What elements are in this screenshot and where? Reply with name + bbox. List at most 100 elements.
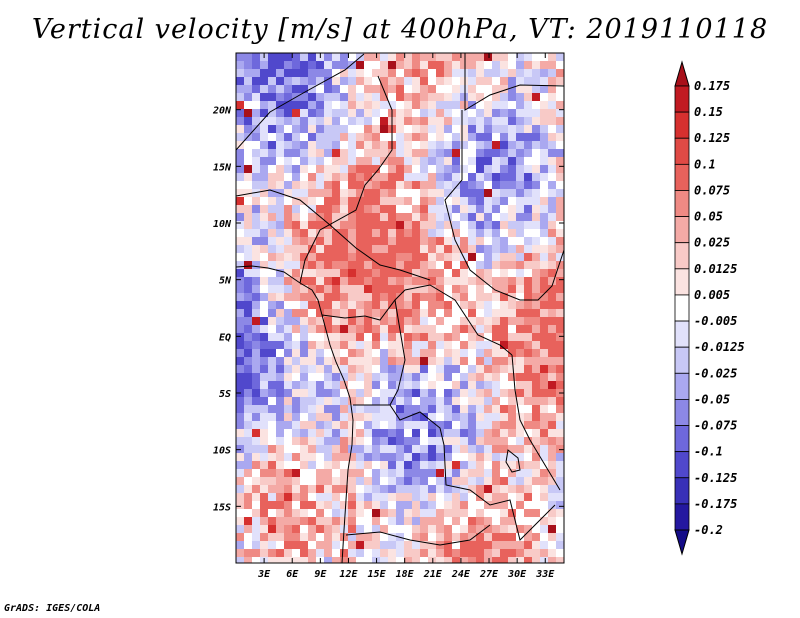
field-cell [244, 237, 253, 246]
field-cell [404, 205, 413, 214]
field-cell [244, 429, 253, 438]
field-cell [436, 373, 445, 382]
field-cell [364, 397, 373, 406]
field-cell [556, 229, 564, 238]
field-cell [468, 333, 477, 342]
field-cell [452, 437, 461, 446]
field-cell [236, 485, 245, 494]
field-cell [372, 221, 381, 230]
field-cell [332, 53, 341, 62]
field-cell [556, 301, 564, 310]
field-cell [324, 173, 333, 182]
field-cell [404, 237, 413, 246]
field-cell [244, 141, 253, 150]
field-cell [332, 125, 341, 134]
field-cell [268, 53, 277, 62]
field-cell [372, 85, 381, 94]
field-cell [452, 205, 461, 214]
field-cell [396, 261, 405, 270]
field-cell [364, 421, 373, 430]
field-cell [516, 525, 525, 534]
field-cell [308, 493, 317, 502]
field-cell [332, 493, 341, 502]
field-cell [532, 317, 541, 326]
field-cell [236, 53, 245, 62]
field-cell [452, 69, 461, 78]
field-cell [372, 461, 381, 470]
colorbar-swatch [674, 294, 690, 322]
field-cell [436, 69, 445, 78]
field-cell [420, 509, 429, 518]
field-cell [556, 317, 564, 326]
field-cell [420, 533, 429, 542]
field-cell [484, 397, 493, 406]
field-cell [428, 269, 437, 278]
field-cell [284, 189, 293, 198]
field-cell [460, 357, 469, 366]
field-cell [244, 125, 253, 134]
field-cell [436, 389, 445, 398]
field-cell [292, 373, 301, 382]
field-cell [292, 301, 301, 310]
field-cell [436, 149, 445, 158]
field-cell [500, 53, 509, 62]
field-cell [524, 293, 533, 302]
field-cell [260, 101, 269, 110]
field-cell [404, 213, 413, 222]
field-cell [540, 197, 549, 206]
field-cell [516, 221, 525, 230]
field-cell [404, 293, 413, 302]
field-cell [524, 117, 533, 126]
field-cell [260, 389, 269, 398]
field-cell [428, 533, 437, 542]
field-cell [332, 149, 341, 158]
field-cell [348, 365, 357, 374]
border-line [299, 75, 393, 284]
field-cell [356, 501, 365, 510]
field-cell [372, 549, 381, 558]
field-cell [420, 333, 429, 342]
field-cell [340, 277, 349, 286]
field-cell [340, 125, 349, 134]
field-cell [252, 237, 261, 246]
field-cell [388, 445, 397, 454]
field-cell [268, 341, 277, 350]
field-cell [340, 237, 349, 246]
field-cell [388, 53, 397, 62]
field-cell [412, 93, 421, 102]
field-cell [268, 349, 277, 358]
field-cell [532, 381, 541, 390]
field-cell [500, 245, 509, 254]
field-cell [300, 309, 309, 318]
field-cell [436, 221, 445, 230]
field-cell [364, 237, 373, 246]
field-cell [316, 429, 325, 438]
field-cell [436, 277, 445, 286]
field-cell [484, 453, 493, 462]
field-cell [316, 421, 325, 430]
field-cell [556, 285, 564, 294]
field-cell [444, 477, 453, 486]
field-cell [372, 517, 381, 526]
field-cell [412, 533, 421, 542]
field-cell [396, 341, 405, 350]
field-cell [308, 517, 317, 526]
field-cell [372, 141, 381, 150]
field-cell [332, 213, 341, 222]
field-cell [300, 429, 309, 438]
field-cell [452, 229, 461, 238]
field-cell [492, 493, 501, 502]
field-cell [524, 181, 533, 190]
field-cell [484, 301, 493, 310]
field-cell [404, 437, 413, 446]
field-cell [404, 149, 413, 158]
field-cell [300, 125, 309, 134]
field-cell [396, 413, 405, 422]
field-cell [308, 533, 317, 542]
field-cell [284, 437, 293, 446]
field-cell [292, 493, 301, 502]
field-cell [284, 173, 293, 182]
field-cell [316, 93, 325, 102]
field-cell [244, 541, 253, 550]
field-cell [460, 317, 469, 326]
